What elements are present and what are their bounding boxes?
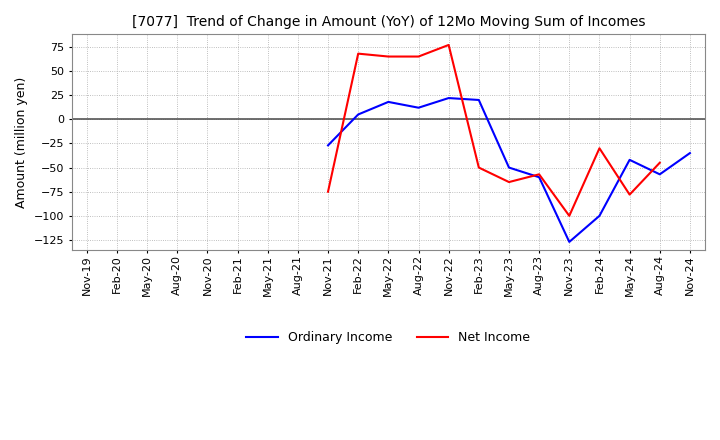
Legend: Ordinary Income, Net Income: Ordinary Income, Net Income xyxy=(240,325,536,350)
Ordinary Income xyxy=(685,150,694,156)
Net Income xyxy=(595,146,604,151)
Ordinary Income xyxy=(625,157,634,162)
Net Income xyxy=(565,213,574,219)
Y-axis label: Amount (million yen): Amount (million yen) xyxy=(15,77,28,208)
Net Income xyxy=(324,189,333,194)
Net Income xyxy=(505,180,513,185)
Ordinary Income xyxy=(354,112,362,117)
Ordinary Income xyxy=(595,213,604,219)
Net Income xyxy=(655,160,664,165)
Ordinary Income xyxy=(535,175,544,180)
Net Income xyxy=(625,192,634,197)
Ordinary Income xyxy=(655,172,664,177)
Net Income xyxy=(414,54,423,59)
Net Income xyxy=(535,172,544,177)
Net Income xyxy=(354,51,362,56)
Net Income xyxy=(474,165,483,170)
Net Income xyxy=(444,42,453,48)
Line: Net Income: Net Income xyxy=(328,45,660,216)
Ordinary Income xyxy=(565,239,574,245)
Ordinary Income xyxy=(474,97,483,103)
Line: Ordinary Income: Ordinary Income xyxy=(328,98,690,242)
Ordinary Income xyxy=(384,99,392,105)
Title: [7077]  Trend of Change in Amount (YoY) of 12Mo Moving Sum of Incomes: [7077] Trend of Change in Amount (YoY) o… xyxy=(132,15,645,29)
Net Income xyxy=(384,54,392,59)
Ordinary Income xyxy=(414,105,423,110)
Ordinary Income xyxy=(505,165,513,170)
Ordinary Income xyxy=(324,143,333,148)
Ordinary Income xyxy=(444,95,453,101)
